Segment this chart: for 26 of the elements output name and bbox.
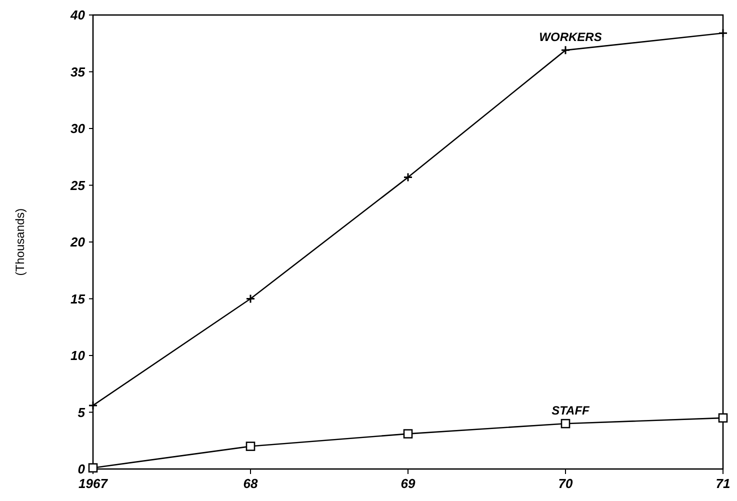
y-tick-label: 0 bbox=[78, 462, 86, 477]
series-label: STAFF bbox=[552, 404, 590, 418]
y-axis-title: (Thousands) bbox=[13, 208, 27, 276]
point bbox=[403, 172, 413, 182]
y-tick-label: 30 bbox=[70, 121, 86, 136]
y-tick-label: 15 bbox=[70, 291, 86, 306]
y-tick-label: 5 bbox=[78, 404, 86, 420]
x-tick-label: 69 bbox=[400, 476, 416, 491]
point bbox=[403, 429, 413, 438]
point bbox=[718, 28, 728, 38]
y-tick-label: 40 bbox=[70, 8, 86, 23]
x-tick-label: 70 bbox=[558, 476, 574, 491]
point bbox=[560, 418, 570, 428]
y-tick-label: 35 bbox=[70, 64, 86, 80]
point bbox=[560, 45, 570, 55]
x-tick-label: 1967 bbox=[78, 476, 108, 491]
point bbox=[88, 400, 98, 410]
y-tick-label: 20 bbox=[70, 234, 86, 250]
y-tick-label: 25 bbox=[70, 178, 86, 193]
y-tick-label: 10 bbox=[70, 348, 86, 364]
x-tick-label: 68 bbox=[243, 476, 258, 491]
series-label: WORKERS bbox=[539, 30, 602, 44]
point bbox=[246, 442, 256, 451]
point bbox=[246, 294, 256, 304]
x-tick-label: 71 bbox=[716, 476, 730, 491]
point bbox=[718, 413, 728, 423]
